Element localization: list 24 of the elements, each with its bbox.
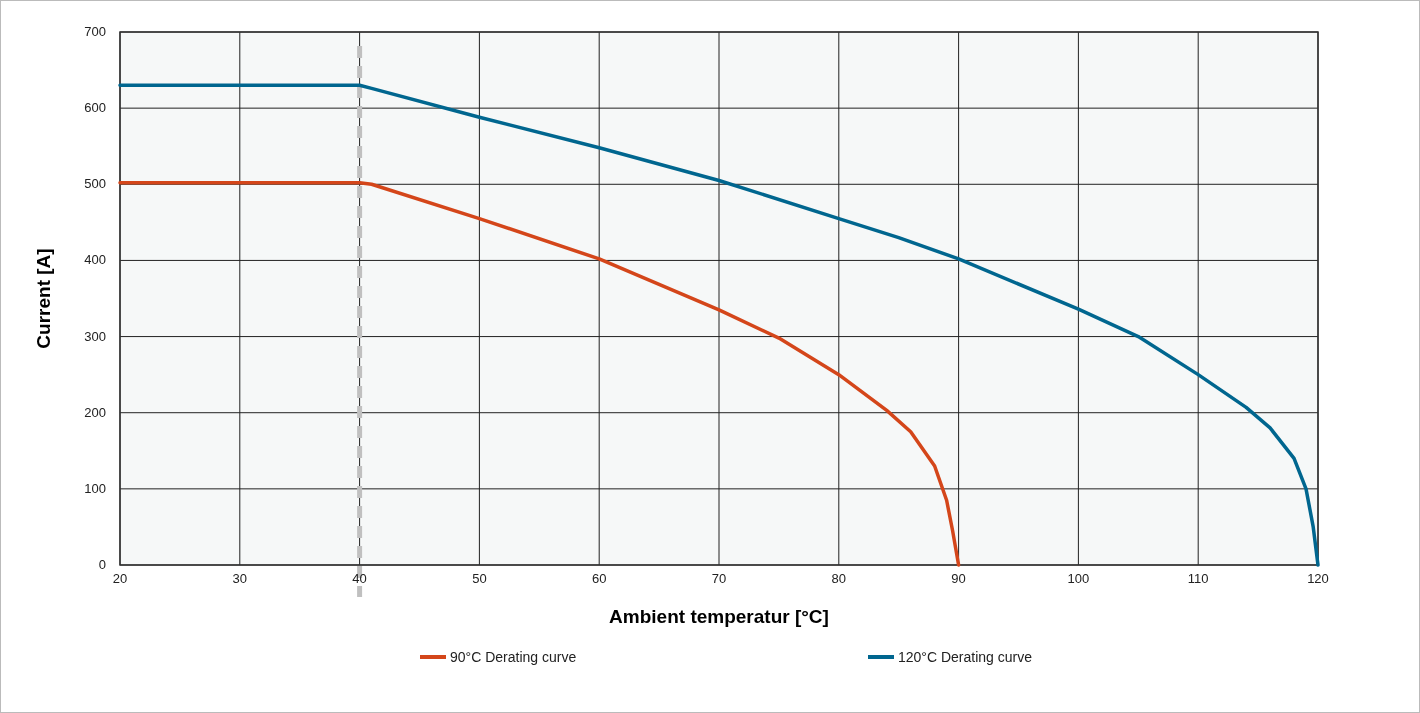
x-tick-label: 80 <box>831 571 847 586</box>
y-tick-label: 0 <box>98 557 106 572</box>
legend-label: 120°C Derating curve <box>898 649 1033 665</box>
x-tick-label: 40 <box>352 571 367 586</box>
y-tick-label: 700 <box>84 24 106 39</box>
y-axis-title: Current [A] <box>33 248 54 349</box>
line-series <box>118 181 961 567</box>
x-tick-label: 20 <box>112 571 128 586</box>
x-tick-label: 90 <box>951 571 966 586</box>
y-tick-label: 300 <box>84 328 106 344</box>
x-tick-label: 120 <box>1307 571 1329 586</box>
y-tick-label: 100 <box>84 480 106 496</box>
x-axis-title: Ambient temperatur [°C] <box>609 606 829 627</box>
y-tick-label: 200 <box>84 404 106 420</box>
y-tick-label: 400 <box>84 252 106 268</box>
x-tick-label: 50 <box>472 571 487 586</box>
x-tick-label: 70 <box>711 571 727 586</box>
y-tick-label: 600 <box>84 100 106 116</box>
y-tick-label: 500 <box>84 176 106 192</box>
x-tick-label: 110 <box>1187 571 1209 586</box>
legend-label: 90°C Derating curve <box>450 649 577 665</box>
x-tick-label: 30 <box>232 571 248 586</box>
x-tick-label: 60 <box>591 571 607 586</box>
x-tick-label: 100 <box>1067 571 1090 586</box>
